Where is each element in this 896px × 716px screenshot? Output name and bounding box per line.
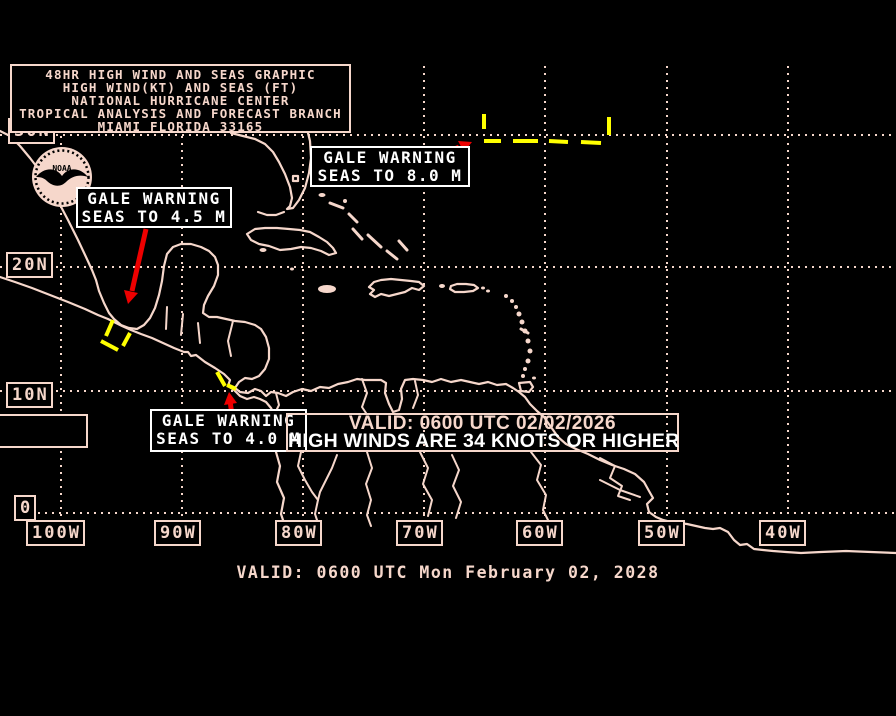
small-islands [259,193,536,380]
lat-label-0: 0 [14,495,37,521]
noaa-logo-text: NOAA [52,164,71,173]
title-line: TROPICAL ANALYSIS AND FORECAST BRANCH [19,106,342,121]
lon-label-80w: 80W [275,520,322,546]
lon-label-90w: 90W [154,520,201,546]
gale-area-atlantic [482,114,611,145]
gale-warning-detail: SEAS TO 8.0 M [317,166,463,185]
footer-valid-text: VALID: 0600 UTC Mon February 02, 2028 [236,563,660,582]
coastlines [0,115,896,555]
gale-warning-box-tehuantepec: GALE WARNING SEAS TO 4.5 M [76,187,232,228]
title-line: MIAMI FLORIDA 33165 [97,119,264,134]
gale-warning-title: GALE WARNING [323,148,457,167]
gale-warning-box-atlantic: GALE WARNING SEAS TO 8.0 M [310,146,470,187]
country-borders-south-america [274,378,641,527]
bahamas-islands [328,201,530,335]
coast-hispaniola [367,277,426,299]
lon-label-100w: 100W [26,520,85,546]
high-wind-definition-text: HIGH WINDS ARE 34 KNOTS OR HIGHER [288,430,680,452]
title-line: NATIONAL HURRICANE CENTER [71,93,290,108]
title-box: 48HR HIGH WIND AND SEAS GRAPHIC HIGH WIN… [10,64,351,133]
empty-label-box [0,414,88,448]
cayman [290,267,294,271]
noaa-gull-icon [36,169,88,186]
lake-okeechobee [291,174,300,183]
coast-cuba [245,226,338,257]
gale-warning-title: GALE WARNING [87,189,221,208]
lat-label-10n: 10N [6,382,53,408]
coast-pacific-south [274,450,287,528]
country-borders-central-america [165,306,234,357]
title-line: HIGH WIND(KT) AND SEAS (FT) [62,80,299,95]
lon-label-50w: 50W [638,520,685,546]
gale-warning-title: GALE WARNING [161,411,296,430]
lat-label-20n: 20N [6,252,53,278]
coast-mainland [0,129,896,555]
coast-pacific [0,275,276,416]
lesser-antilles-arc [504,294,533,378]
gale-area-tehuantepec [100,319,132,352]
lon-label-60w: 60W [516,520,563,546]
tobago [532,376,536,380]
florida-keys [256,210,286,217]
jamaica [318,285,336,293]
noaa-logo-ring [34,149,90,205]
coast-trinidad [517,380,535,394]
valid-time-text: VALID: 0600 UTC 02/02/2026 [348,413,617,434]
valid-time-box: VALID: 0600 UTC 02/02/2026 HIGH WINDS AR… [286,413,679,452]
gale-area-panama [215,371,237,391]
title-line: 48HR HIGH WIND AND SEAS GRAPHIC [45,67,316,82]
isla-juventud [259,248,267,252]
lon-label-70w: 70W [396,520,443,546]
gale-warning-detail: SEAS TO 4.0 M [156,429,301,448]
arrow-tehuantepec [124,228,149,304]
gale-warning-detail: SEAS TO 4.5 M [81,207,227,226]
gale-warning-box-panama: GALE WARNING SEAS TO 4.0 M [150,409,307,452]
gale-warning-dashes [100,114,611,391]
coast-puerto-rico [448,282,480,294]
lon-label-40w: 40W [759,520,806,546]
